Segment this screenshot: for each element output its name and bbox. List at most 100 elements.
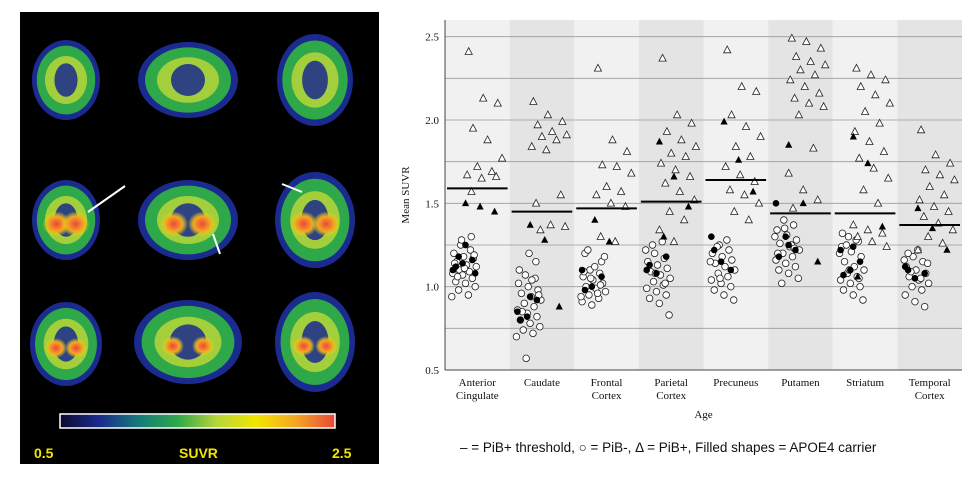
pib-negative-point [454,286,463,294]
pib-positive-point [685,171,695,180]
pib-negative-point [533,312,541,321]
pib-positive-apoe4-point [476,202,484,210]
pib-positive-point [531,198,541,207]
x-category-label: Cortex [592,390,622,402]
pib-positive-point [740,190,749,199]
pib-negative-point [710,286,718,294]
x-category-label: Temporal [909,377,951,389]
pib-negative-apoe4-point [523,313,531,320]
brain-scan-hotspot [289,211,318,237]
pib-positive-point [854,153,864,162]
brain-scan-hotspot [315,336,338,356]
pib-positive-point [665,206,674,215]
pib-negative-apoe4-point [517,316,524,324]
pib-positive-point [746,151,755,160]
pib-positive-point [756,131,765,140]
pib-positive-point [948,225,958,234]
pib-negative-apoe4-point [856,258,864,265]
pib-negative-apoe4-point [526,293,534,300]
brain-scan-hotspot [312,211,341,237]
pib-positive-point [533,120,542,129]
y-axis-label: Mean SUVR [400,166,412,224]
pib-negative-point [525,249,533,258]
pib-positive-point [547,126,557,135]
pib-negative-point [453,272,462,281]
pib-positive-point [730,206,739,215]
pib-negative-apoe4-point [727,266,735,274]
pib-positive-point [929,201,939,210]
pib-negative-point [773,226,781,234]
pib-negative-point [649,277,658,286]
pib-positive-apoe4-point [684,202,693,210]
pib-positive-point [850,126,860,135]
pib-positive-point [794,110,804,119]
pib-positive-point [462,170,472,179]
pib-negative-point [725,246,733,254]
x-category-label: Anterior [459,377,497,389]
pib-positive-point [602,181,611,190]
pib-positive-point [546,220,555,229]
colorbar-min-label: 0.5 [34,445,54,461]
pib-negative-point [900,256,908,264]
pib-negative-point [707,276,716,284]
pib-positive-point [788,203,798,212]
pib-negative-point [648,241,657,249]
pib-positive-point [677,135,686,144]
pib-negative-point [587,274,595,283]
x-category-label: Parietal [654,377,688,389]
pib-positive-point [945,158,955,167]
pib-positive-point [658,53,667,62]
pib-negative-apoe4-point [662,253,670,260]
pib-positive-point [925,181,934,190]
pib-positive-point [798,185,808,194]
pib-negative-point [918,286,926,294]
pib-positive-point [816,43,826,52]
colorbar-max-label: 2.5 [332,445,352,461]
pib-positive-point [527,141,537,150]
pib-negative-apoe4-point [840,271,847,279]
pib-positive-apoe4-point [526,221,534,228]
pib-positive-apoe4-point [555,302,563,310]
pib-negative-point [467,232,475,241]
pib-positive-point [796,65,805,74]
pib-positive-point [536,225,545,234]
pib-positive-point [820,60,830,69]
x-category-label: Putamen [781,377,820,389]
brain-scan-hotspot [160,211,188,237]
pib-negative-point [716,274,724,283]
pib-negative-apoe4-point [469,256,476,264]
category-band [832,20,898,370]
pib-positive-point [938,238,947,247]
pib-positive-point [562,130,571,139]
pib-negative-point [519,326,527,334]
pib-negative-apoe4-point [581,286,589,294]
pib-positive-point [804,98,814,107]
pib-positive-point [493,98,503,107]
pib-positive-point [853,231,862,240]
brain-scan-hotspot [161,336,184,356]
pib-positive-point [721,161,730,170]
pib-positive-point [610,236,620,245]
pib-positive-point [875,118,884,127]
pib-negative-point [860,266,868,274]
pib-negative-point [788,252,797,261]
y-tick-label: 1.0 [425,282,439,294]
pib-negative-point [839,286,848,294]
pib-negative-point [775,266,783,274]
pib-negative-point [515,266,524,274]
pib-positive-point [800,81,810,90]
pib-negative-point [517,289,526,298]
pib-positive-point [731,141,741,150]
pib-positive-point [791,51,801,60]
x-category-label: Cortex [915,390,945,402]
pib-positive-apoe4-point [749,187,757,195]
chart-legend-caption: – = PiB+ threshold, ○ = PiB-, Δ = PiB+, … [460,440,877,455]
suvr-colorbar [59,413,336,429]
pib-negative-apoe4-point [911,275,919,282]
pib-negative-apoe4-point [717,258,725,265]
pib-negative-point [600,252,609,261]
pib-positive-point [622,146,632,155]
pib-positive-point [656,158,666,167]
pib-negative-apoe4-point [847,266,854,274]
pib-positive-apoe4-point [854,272,862,280]
